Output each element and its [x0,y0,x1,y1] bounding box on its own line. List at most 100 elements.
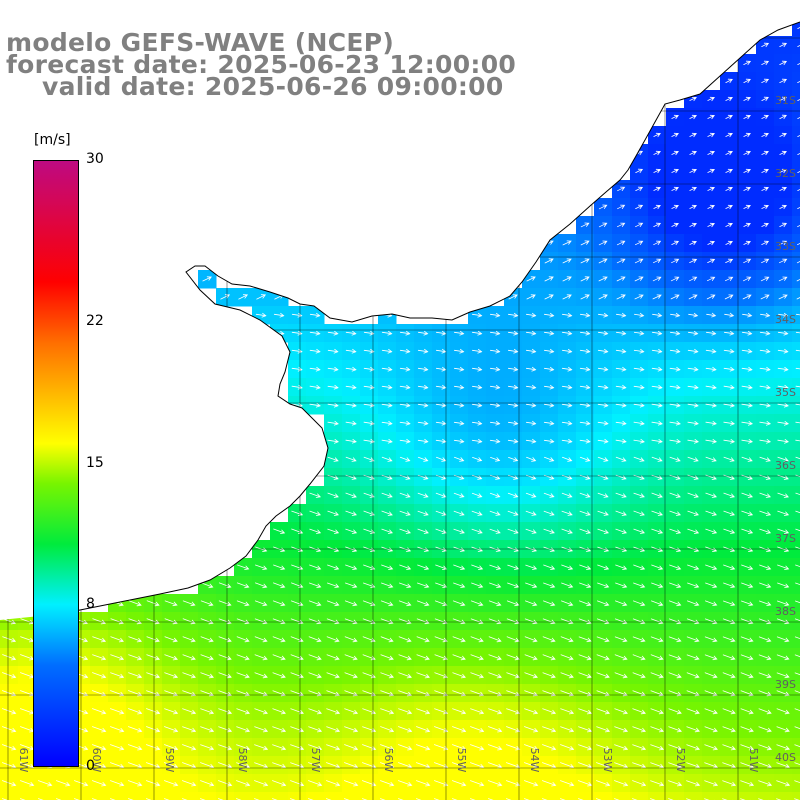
wind-arrow [452,636,466,643]
wind-arrow [687,600,700,606]
wind-arrow [759,582,772,588]
wind-arrow [399,528,411,534]
wind-arrow [743,60,752,66]
wind-arrow [669,384,681,390]
wind-arrow [650,780,665,787]
wind-arrow [779,168,787,174]
wind-cell [630,792,649,800]
wind-arrow [723,528,736,534]
wind-arrow [452,618,466,625]
wind-arrow [345,510,357,516]
wind-arrow [92,780,107,787]
wind-arrow [92,708,107,715]
wind-arrow [290,726,305,733]
wind-arrow [326,708,341,715]
wind-cell [792,756,800,775]
wind-arrow [146,618,160,625]
wind-arrow [705,402,717,408]
wind-arrow [705,492,717,498]
wind-arrow [381,330,393,336]
wind-arrow [308,618,322,625]
wind-arrow [705,600,718,606]
wind-arrow [254,672,268,679]
wind-arrow [741,439,754,444]
wind-arrow [794,780,800,784]
wind-arrow [778,276,788,282]
wind-arrow [544,294,554,300]
wind-arrow [507,438,519,444]
wind-arrow [686,636,700,643]
wind-arrow [452,654,466,661]
wind-arrow [381,366,393,372]
wind-arrow [689,258,698,263]
wind-arrow [725,258,734,263]
wind-arrow [434,636,448,643]
wind-arrow [741,421,754,426]
wind-arrow [272,636,286,643]
wind-arrow [761,114,769,120]
wind-cell [576,792,595,800]
wind-arrow [526,402,537,408]
wind-arrow [724,294,734,300]
wind-arrow [689,114,697,120]
wind-cell [108,792,127,800]
wind-cell [414,792,433,800]
wind-arrow [688,330,699,336]
wind-arrow [344,798,355,800]
wind-arrow [490,348,501,354]
wind-arrow [146,726,161,733]
wind-arrow [290,744,305,751]
wind-arrow [614,636,628,643]
wind-arrow [543,528,555,534]
wind-arrow [596,654,610,661]
wind-arrow [632,726,646,733]
wind-arrow [597,564,610,570]
wind-arrow [471,564,484,570]
wind-arrow [472,348,483,354]
wind-arrow [454,366,465,372]
wind-arrow [542,708,557,715]
wind-arrow [759,402,771,408]
wind-arrow [452,780,467,787]
wind-arrow [794,726,800,730]
wind-arrow [686,618,700,625]
wind-arrow [633,438,645,444]
wind-cell [792,576,800,595]
wind-arrow [758,708,772,715]
wind-arrow [758,744,772,751]
wind-arrow [308,780,323,787]
wind-arrow [671,150,679,156]
wind-cell [270,792,289,800]
wind-arrow [689,240,697,246]
wind-arrow [761,222,769,228]
wind-arrow [632,708,646,715]
wind-arrow [435,582,448,588]
wind-arrow [236,798,247,800]
wind-arrow [399,492,411,498]
wind-arrow [490,384,501,390]
wind-arrow [615,402,627,408]
wind-arrow [472,402,483,408]
wind-arrow [670,330,681,336]
wind-arrow [797,60,800,65]
wind-arrow [687,564,700,570]
wind-arrow [795,600,800,604]
wind-arrow [344,780,359,787]
wind-arrow [740,636,754,643]
wind-arrow [779,78,788,84]
wind-arrow [399,348,411,354]
wind-arrow [490,312,501,318]
wind-arrow [272,744,287,751]
wind-arrow [327,439,340,444]
wind-arrow [146,744,161,751]
wind-arrow [743,186,751,192]
wind-arrow [526,348,537,354]
wind-arrow [453,420,465,426]
wind-arrow [671,258,680,264]
wind-arrow [164,744,179,751]
wind-cell [54,792,73,800]
wind-arrow [579,600,592,607]
wind-arrow [524,780,539,787]
wind-arrow [398,672,412,679]
